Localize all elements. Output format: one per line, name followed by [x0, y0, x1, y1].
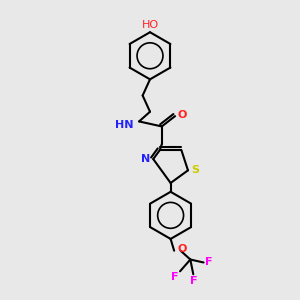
Text: O: O — [177, 110, 187, 120]
Text: F: F — [171, 272, 178, 282]
Text: S: S — [191, 165, 199, 176]
Text: F: F — [190, 276, 197, 286]
Text: HO: HO — [141, 20, 159, 30]
Text: N: N — [141, 154, 150, 164]
Text: F: F — [205, 257, 213, 268]
Text: O: O — [178, 244, 187, 254]
Text: HN: HN — [115, 120, 134, 130]
